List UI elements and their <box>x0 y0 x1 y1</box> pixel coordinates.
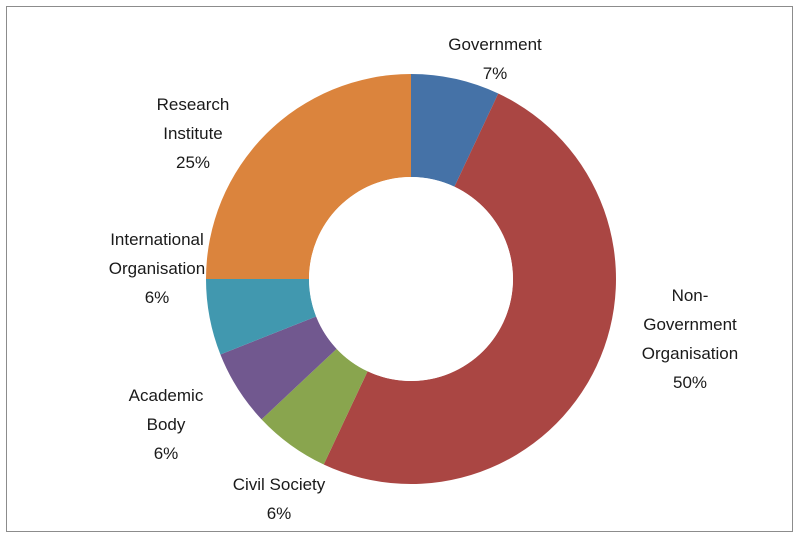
doughnut-hole <box>309 177 513 381</box>
label-research-institute: Research Institute 25% <box>157 95 230 172</box>
slice-category-label: International <box>110 230 204 249</box>
slice-academic-body <box>220 316 337 420</box>
slice-value-label: 6% <box>154 444 179 463</box>
slice-value-label: 7% <box>483 64 508 83</box>
label-international-organisation: International Organisation 6% <box>109 230 205 307</box>
slice-category-label: Research <box>157 95 230 114</box>
slice-international-organisation <box>206 279 317 355</box>
chart-labels: Government 7% Non- Government Organisation 50… <box>109 35 738 523</box>
slice-category-label: Government <box>448 35 542 54</box>
slice-government <box>411 74 499 187</box>
slice-value-label: 50% <box>673 373 707 392</box>
slice-civil-society <box>261 348 368 465</box>
slice-non-government-organisation <box>323 93 616 485</box>
slice-category-label: Organisation <box>642 344 738 363</box>
slice-category-label: Institute <box>163 124 223 143</box>
label-government: Government 7% <box>448 35 542 83</box>
chart-slices <box>206 74 616 485</box>
label-civil-society: Civil Society 6% <box>233 475 326 523</box>
slice-category-label: Government <box>643 315 737 334</box>
slice-value-label: 25% <box>176 153 210 172</box>
slice-value-label: 6% <box>267 504 292 523</box>
slice-category-label: Organisation <box>109 259 205 278</box>
slice-category-label: Academic <box>129 386 204 405</box>
slice-category-label: Body <box>147 415 186 434</box>
slice-value-label: 6% <box>145 288 170 307</box>
slice-category-label: Non- <box>672 286 709 305</box>
label-non-government-organisation: Non- Government Organisation 50% <box>642 286 738 392</box>
slice-category-label: Civil Society <box>233 475 326 494</box>
slice-research-institute <box>206 74 411 279</box>
label-academic-body: Academic Body 6% <box>129 386 204 463</box>
